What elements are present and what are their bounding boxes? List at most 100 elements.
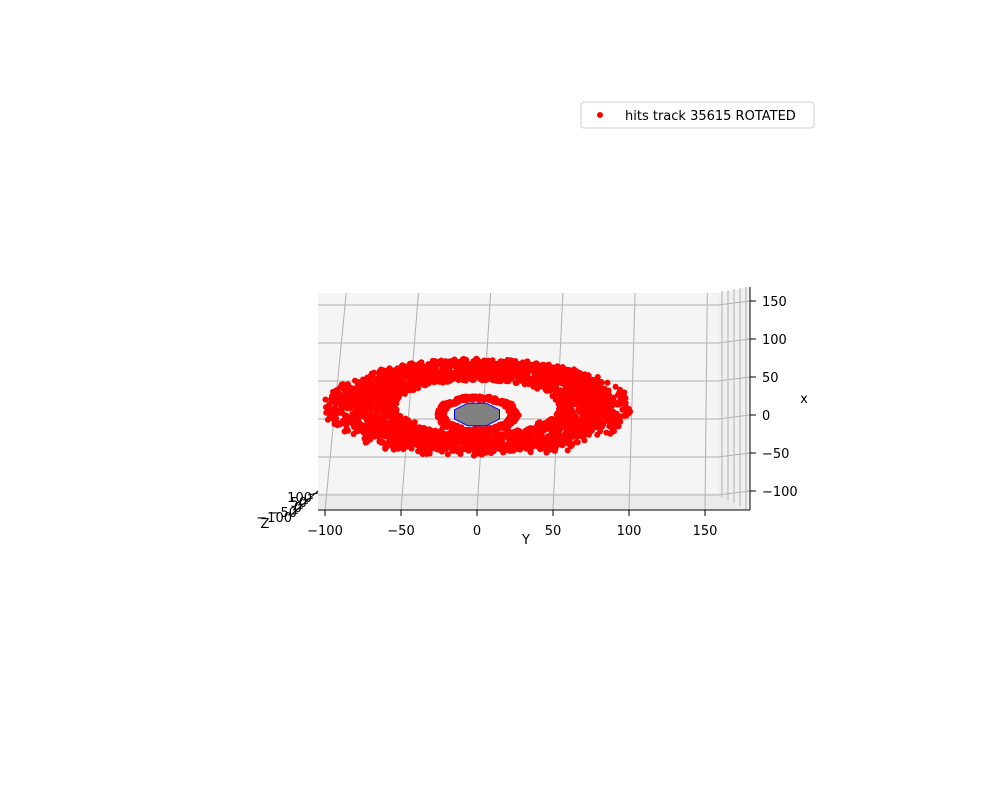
y-axis-title: Y bbox=[521, 533, 530, 548]
scatter-point bbox=[547, 421, 554, 428]
scatter-point bbox=[323, 404, 329, 411]
scatter-point bbox=[548, 373, 555, 380]
scatter-point bbox=[411, 440, 418, 447]
scatter-point bbox=[569, 433, 577, 440]
scatter-point bbox=[597, 428, 604, 435]
scatter-point bbox=[369, 418, 376, 425]
scatter-point bbox=[516, 446, 524, 453]
scatter-point bbox=[382, 368, 389, 376]
scatter-point bbox=[391, 425, 399, 432]
z-axis-line bbox=[291, 490, 319, 515]
scatter-point bbox=[589, 385, 596, 393]
scatter-point bbox=[436, 373, 443, 379]
scatter-point bbox=[564, 375, 571, 382]
scatter-point bbox=[516, 441, 523, 449]
z-axis-tick-label: 50 bbox=[290, 496, 307, 511]
scatter-point bbox=[371, 389, 378, 396]
scatter-point bbox=[349, 416, 356, 423]
scatter-point bbox=[356, 381, 364, 388]
scatter-point bbox=[388, 400, 395, 407]
scatter-point bbox=[460, 371, 467, 378]
floor-pane bbox=[318, 493, 750, 510]
scatter-point bbox=[604, 379, 611, 386]
scatter-point bbox=[510, 443, 517, 450]
scatter-point bbox=[400, 373, 408, 380]
scatter-point bbox=[398, 434, 405, 441]
scatter-point bbox=[350, 403, 357, 410]
x-data-tick-label: 100 bbox=[762, 333, 787, 348]
scatter-point bbox=[375, 420, 383, 427]
scatter-point bbox=[609, 422, 615, 428]
scatter-point bbox=[379, 438, 385, 445]
scatter-point bbox=[457, 447, 465, 454]
scatter-point bbox=[589, 417, 596, 424]
scatter-point bbox=[344, 387, 351, 394]
z-tick-mark bbox=[307, 492, 319, 496]
scatter-point bbox=[400, 421, 407, 428]
scatter-point bbox=[562, 403, 569, 410]
scatter-point bbox=[476, 443, 484, 451]
scatter-point bbox=[479, 377, 486, 384]
scatter-point bbox=[558, 368, 565, 375]
scatter-point bbox=[474, 356, 481, 364]
scatter-point bbox=[520, 374, 527, 381]
scatter-point bbox=[515, 412, 522, 419]
scatter-point bbox=[520, 431, 527, 438]
scatter-point bbox=[589, 400, 596, 407]
x-data-tick-label: 0 bbox=[762, 409, 770, 424]
scatter-point bbox=[446, 441, 453, 448]
scatter-point bbox=[539, 425, 546, 432]
scatter-point bbox=[389, 367, 397, 375]
scatter-point bbox=[496, 439, 503, 446]
scatter-point bbox=[487, 435, 494, 441]
scatter-point bbox=[527, 366, 534, 373]
scatter-point bbox=[389, 394, 396, 401]
y-axis-tick-label: 50 bbox=[545, 524, 562, 539]
scatter-point bbox=[418, 433, 425, 440]
scatter-point bbox=[358, 404, 365, 411]
scatter-point bbox=[495, 372, 502, 379]
scatter-point bbox=[546, 381, 553, 388]
legend-box bbox=[580, 101, 815, 129]
x-data-tick-label: 150 bbox=[762, 295, 787, 310]
scatter-point bbox=[564, 447, 571, 454]
scatter-point bbox=[534, 432, 541, 440]
scatter-point bbox=[444, 424, 450, 430]
scatter-point bbox=[369, 373, 376, 380]
scatter-points bbox=[322, 355, 634, 459]
scatter-point bbox=[370, 412, 377, 420]
scatter-point bbox=[328, 396, 335, 403]
scatter-point bbox=[583, 387, 590, 395]
scatter-point bbox=[452, 434, 459, 441]
scatter-point bbox=[474, 368, 481, 375]
scatter-point bbox=[365, 409, 372, 416]
scatter-point bbox=[552, 431, 559, 438]
scatter-point bbox=[432, 377, 439, 383]
scatter-point bbox=[531, 425, 538, 432]
scatter-point bbox=[588, 425, 595, 432]
scatter-point bbox=[568, 384, 575, 391]
scatter-point bbox=[550, 383, 557, 390]
scatter-point bbox=[545, 433, 552, 440]
scatter-point bbox=[576, 408, 583, 415]
scatter-point bbox=[619, 406, 626, 413]
scatter-point bbox=[529, 443, 536, 450]
z-axis-title: Z bbox=[261, 517, 270, 532]
scatter-point bbox=[547, 446, 554, 453]
scatter-point bbox=[350, 385, 357, 392]
scatter-point bbox=[376, 374, 383, 381]
scatter-point bbox=[558, 408, 565, 415]
scatter-point bbox=[552, 366, 559, 373]
scatter-point bbox=[574, 439, 581, 446]
x-data-tick-label: −50 bbox=[762, 447, 789, 462]
scatter-point bbox=[384, 377, 391, 384]
z-tick-mark bbox=[287, 512, 299, 516]
grid-line-vertical bbox=[704, 292, 708, 511]
scatter-point bbox=[404, 442, 412, 449]
scatter-point bbox=[412, 431, 419, 438]
scatter-point bbox=[332, 399, 338, 406]
z-axis-tick-label: −50 bbox=[270, 506, 297, 521]
scatter-point bbox=[570, 417, 578, 424]
scatter-point bbox=[508, 375, 515, 382]
